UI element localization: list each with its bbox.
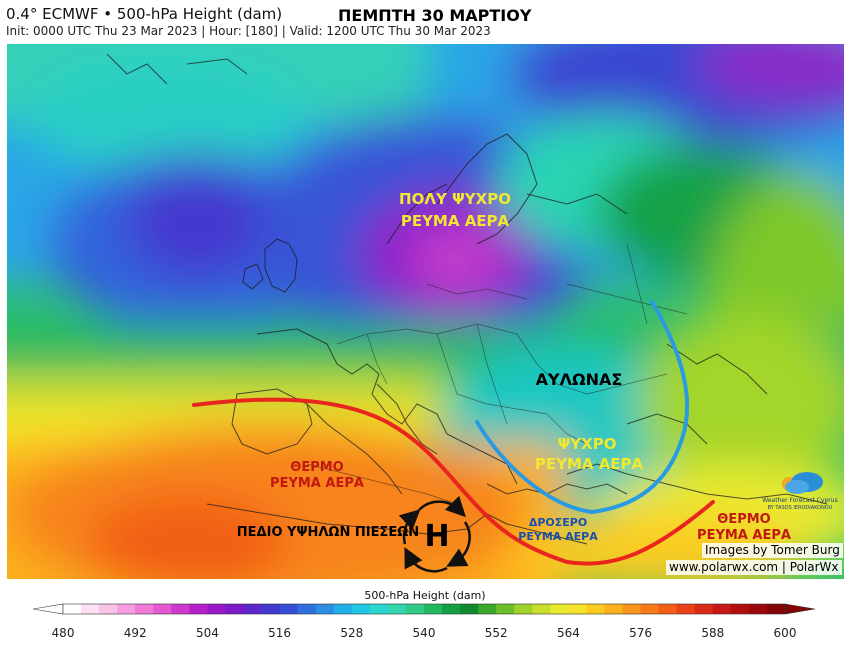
images-credit: Images by Tomer Burg — [702, 543, 843, 558]
colorbar-tick-label: 552 — [484, 626, 508, 640]
colorbar-swatch — [568, 604, 587, 614]
colorbar-swatch — [766, 604, 786, 614]
colorbar-tick-label: 540 — [412, 626, 436, 640]
colorbar-swatch — [676, 604, 696, 614]
colorbar-swatch — [189, 604, 208, 614]
colorbar — [32, 603, 816, 615]
colorbar-swatch — [622, 604, 642, 614]
colorbar-swatch — [315, 604, 335, 614]
header: 0.4° ECMWF • 500-hPa Height (dam) Init: … — [6, 4, 491, 38]
colorbar-tick-label: 576 — [629, 626, 653, 640]
colorbar-swatch — [405, 604, 425, 614]
jet-stream-line — [192, 397, 715, 566]
colorbar-tick-label: 516 — [268, 626, 292, 640]
weather-forecast-cyprus-logo: Weather Forecast Cyprus BY TASOS IERODIA… — [762, 472, 838, 511]
warm-west-label-2: ΡΕΥΜΑ ΑΕΡΑ — [270, 476, 364, 491]
colorbar-swatch — [658, 604, 678, 614]
colorbar-swatch — [730, 604, 750, 614]
coastlines — [106, 53, 828, 545]
trough-label: ΑΥΛΩΝΑΣ — [536, 370, 623, 389]
colorbar-swatch — [333, 604, 353, 614]
borders — [306, 243, 688, 505]
colorbar-swatch — [171, 604, 190, 614]
colorbar-swatch — [387, 604, 407, 614]
colorbar-swatch — [207, 604, 226, 614]
colorbar-swatch — [135, 604, 154, 614]
cool-label-1: ΔΡΟΣΕΡΟ — [529, 516, 587, 529]
colorbar-swatch — [586, 604, 605, 614]
colorbar-tick-label: 564 — [556, 626, 580, 640]
colorbar-swatch — [424, 604, 443, 614]
colorbar-swatch — [604, 604, 624, 614]
date-title: ΠΕΜΠΤΗ 30 ΜΑΡΤΙΟΥ — [338, 6, 532, 25]
colorbar-swatch — [460, 604, 479, 614]
colorbar-swatch — [225, 604, 244, 614]
colorbar-tick-label: 588 — [701, 626, 725, 640]
map-subtitle: Init: 0000 UTC Thu 23 Mar 2023 | Hour: [… — [6, 24, 491, 38]
colorbar-swatch — [712, 604, 732, 614]
cool-label-2: ΡΕΥΜΑ ΑΕΡΑ — [518, 530, 598, 543]
colorbar-tick-label: 528 — [340, 626, 364, 640]
map-title: 0.4° ECMWF • 500-hPa Height (dam) — [6, 5, 283, 23]
colorbar-swatch — [640, 604, 660, 614]
colorbar-swatch — [117, 604, 136, 614]
cold-label-2: ΡΕΥΜΑ ΑΕΡΑ — [535, 455, 644, 473]
height-field — [7, 44, 844, 579]
colorbar-swatch — [351, 604, 371, 614]
colorbar-tick-label: 492 — [123, 626, 147, 640]
colorbar-swatch — [514, 604, 533, 614]
colorbar-swatch — [81, 604, 100, 614]
colorbar-swatch — [243, 604, 263, 614]
colorbar-swatch — [153, 604, 172, 614]
colorbar-swatch — [297, 604, 317, 614]
cold-label-1: ΨΥΧΡΟ — [558, 435, 617, 453]
colorbar-swatch — [261, 604, 281, 614]
very-cold-label-2: ΡΕΥΜΑ ΑΕΡΑ — [401, 212, 510, 230]
colorbar-swatch — [532, 604, 551, 614]
colorbar-tick-label: 600 — [773, 626, 797, 640]
colorbar-swatch — [496, 604, 515, 614]
high-symbol-letter: H — [424, 519, 449, 554]
warm-west-label-1: ΘΕΡΜΟ — [290, 460, 343, 475]
colorbar-swatch — [369, 604, 389, 614]
high-pressure-label: ΠΕΔΙΟ ΥΨΗΛΩΝ ΠΙΕΣΕΩΝ — [237, 525, 419, 540]
colorbar-swatch — [748, 604, 768, 614]
colorbar-swatch — [550, 604, 569, 614]
height-map: ΠΟΛΥ ΨΥΧΡΟ ΡΕΥΜΑ ΑΕΡΑ ΑΥΛΩΝΑΣ ΨΥΧΡΟ ΡΕΥΜ… — [7, 44, 844, 579]
warm-east-label-2: ΡΕΥΜΑ ΑΕΡΑ — [697, 528, 791, 543]
colorbar-swatch — [279, 604, 299, 614]
logo-text-1: Weather Forecast Cyprus — [762, 497, 837, 504]
colorbar-swatch — [478, 604, 497, 614]
colorbar-extend-min — [32, 603, 64, 615]
colorbar-tick-label: 504 — [195, 626, 219, 640]
colorbar-tick-label: 480 — [51, 626, 75, 640]
colorbar-swatch — [694, 604, 714, 614]
colorbar-swatch — [99, 604, 118, 614]
warm-east-label-1: ΘΕΡΜΟ — [717, 512, 770, 527]
high-pressure-symbol — [398, 495, 471, 573]
colorbar-label: 500-hPa Height (dam) — [364, 589, 486, 602]
annotation-labels: ΠΟΛΥ ΨΥΧΡΟ ΡΕΥΜΑ ΑΕΡΑ ΑΥΛΩΝΑΣ ΨΥΧΡΟ ΡΕΥΜ… — [237, 190, 791, 554]
trough-line — [475, 300, 690, 515]
very-cold-label-1: ΠΟΛΥ ΨΥΧΡΟ — [399, 190, 511, 208]
colorbar-swatch — [63, 604, 82, 614]
colorbar-swatch — [442, 604, 461, 614]
colorbar-extend-max — [784, 603, 816, 615]
site-credit: www.polarwx.com | PolarWx — [666, 560, 842, 575]
logo-text-2: BY TASOS IERODIAKONOU — [768, 505, 833, 511]
